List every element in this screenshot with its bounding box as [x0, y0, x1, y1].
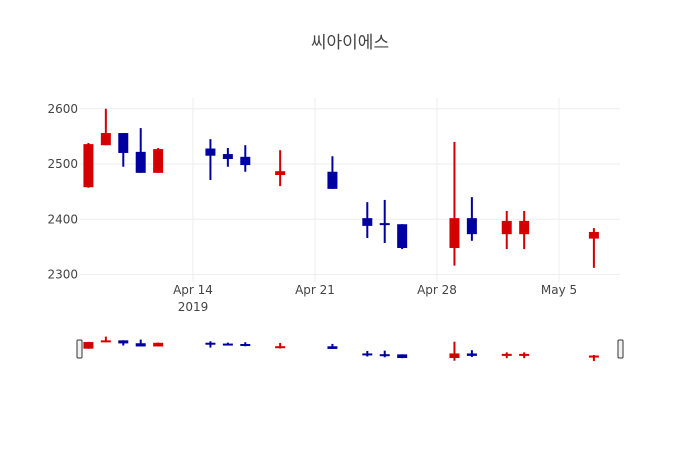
- candle-2019-05-03[interactable]: [519, 210, 530, 250]
- range-slider[interactable]: [76, 329, 624, 370]
- candle-2019-04-10[interactable]: [118, 133, 129, 167]
- y-tick-label: 2600: [47, 102, 78, 116]
- candle-2019-04-15[interactable]: [205, 139, 216, 181]
- candle-body: [449, 218, 460, 248]
- chart-title: 씨아이에스: [311, 33, 389, 53]
- candle-body: [519, 220, 530, 235]
- slider-candle-body: [449, 353, 460, 359]
- gridlines: [80, 98, 620, 282]
- candle-2019-05-07[interactable]: [588, 228, 599, 268]
- plot-area[interactable]: [83, 108, 599, 268]
- candle-2019-04-19[interactable]: [275, 150, 286, 187]
- y-tick-label: 2400: [47, 212, 78, 226]
- slider-candle-body: [327, 346, 338, 349]
- candle-2019-04-29[interactable]: [449, 141, 460, 266]
- slider-candle-body: [397, 354, 408, 359]
- slider-candle-body: [222, 343, 233, 346]
- slider-candle-body: [466, 353, 477, 356]
- candle-body: [397, 224, 408, 248]
- candle-body: [205, 148, 216, 156]
- candle-body: [83, 144, 94, 188]
- candle-body: [153, 149, 164, 173]
- candle-2019-04-30[interactable]: [466, 197, 477, 241]
- slider-candle-body: [83, 342, 94, 349]
- x-axis: Apr 14 2019 Apr 21 Apr 28 May 5: [173, 283, 577, 314]
- y-axis: 2300 2400 2500 2600: [47, 102, 78, 282]
- candle-body: [275, 171, 286, 176]
- candle-body: [222, 154, 233, 160]
- candle-2019-04-16[interactable]: [222, 147, 233, 167]
- candle-body: [327, 171, 338, 189]
- slider-candle-body: [100, 340, 111, 343]
- slider-candle-body: [240, 343, 251, 346]
- range-slider-background: [80, 329, 620, 370]
- slider-candle-body: [118, 340, 129, 344]
- x-tick-label: Apr 14: [173, 283, 213, 297]
- candle-body: [379, 223, 390, 226]
- x-tick-year-label: 2019: [178, 300, 209, 314]
- candle-2019-04-11[interactable]: [135, 128, 146, 173]
- slider-candle-body: [588, 355, 599, 358]
- slider-candle-body: [501, 353, 512, 356]
- slider-candle-body: [275, 346, 286, 349]
- x-tick-label: May 5: [541, 283, 577, 297]
- candle-body: [362, 218, 373, 226]
- x-tick-label: Apr 21: [295, 283, 335, 297]
- slider-candle-body: [379, 354, 390, 357]
- candle-body: [118, 133, 129, 153]
- candle-2019-04-09[interactable]: [100, 108, 111, 146]
- candle-body: [135, 151, 146, 173]
- candle-2019-05-02[interactable]: [501, 210, 512, 250]
- candle-2019-04-22[interactable]: [327, 156, 338, 189]
- candle-body: [240, 156, 251, 166]
- candle-body: [501, 220, 512, 235]
- candle-2019-04-26[interactable]: [397, 224, 408, 250]
- y-tick-label: 2300: [47, 268, 78, 282]
- range-slider-right-handle[interactable]: [617, 339, 624, 359]
- x-tick-label: Apr 28: [417, 283, 457, 297]
- candle-2019-04-24[interactable]: [362, 202, 373, 239]
- slider-candle-body: [153, 342, 164, 347]
- slider-candle-body: [362, 353, 373, 356]
- y-tick-label: 2500: [47, 157, 78, 171]
- candle-2019-04-12[interactable]: [153, 147, 164, 173]
- candle-2019-04-25[interactable]: [379, 199, 390, 244]
- candle-body: [100, 133, 111, 146]
- slider-candle-body: [205, 342, 216, 345]
- candle-body: [588, 231, 599, 239]
- candle-2019-04-08[interactable]: [83, 143, 94, 188]
- candle-body: [466, 218, 477, 235]
- slider-candle-body: [519, 353, 530, 356]
- slider-candle-body: [135, 343, 146, 347]
- range-slider-left-handle[interactable]: [76, 339, 83, 359]
- candle-2019-04-17[interactable]: [240, 145, 251, 172]
